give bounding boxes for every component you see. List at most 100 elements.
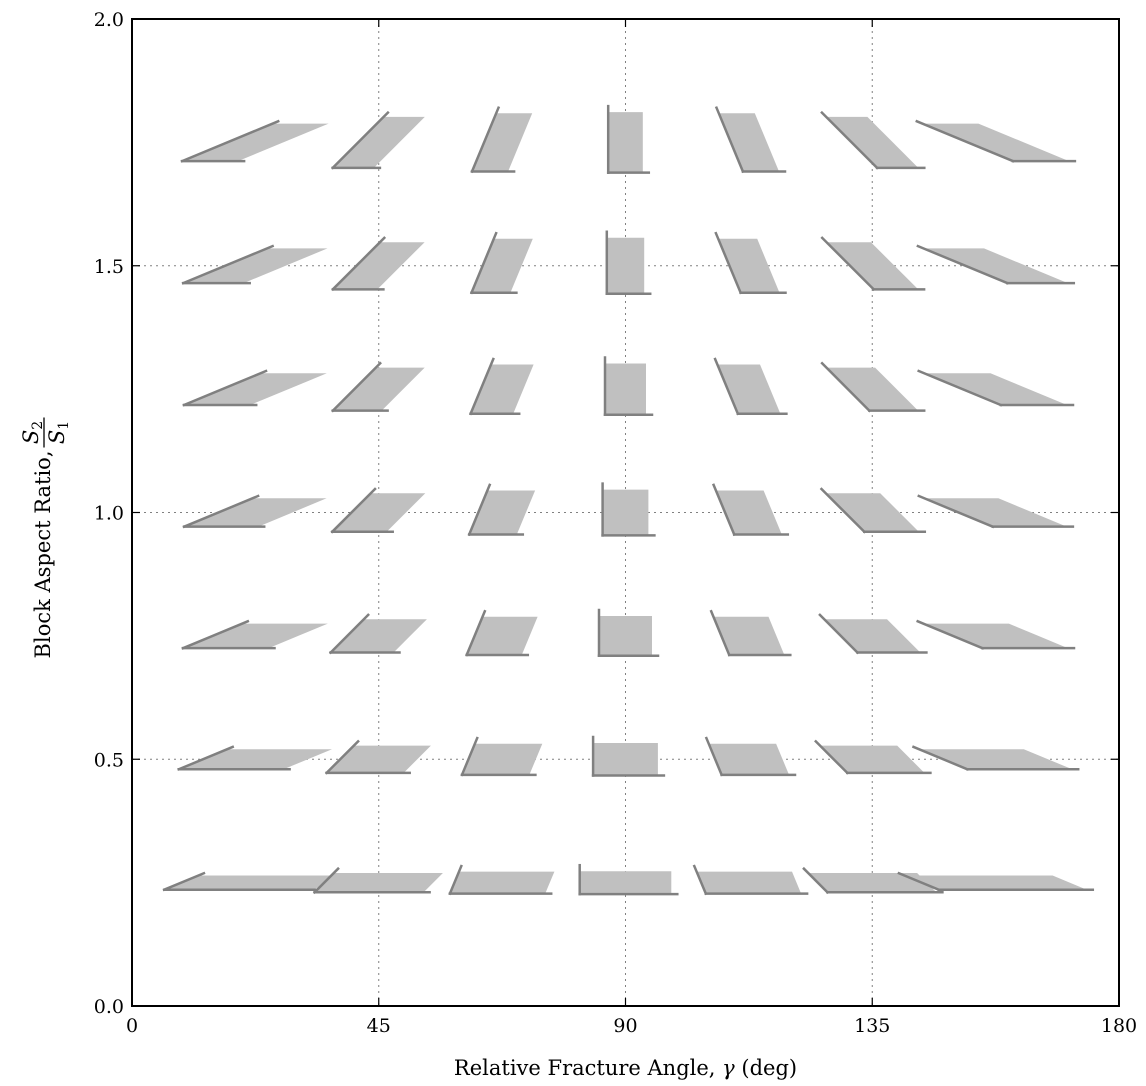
block-glyph xyxy=(328,613,427,655)
block-face xyxy=(826,367,919,411)
block-glyph xyxy=(814,739,932,775)
block-face xyxy=(924,498,1067,527)
block-side-edge xyxy=(713,357,740,416)
y-axis-label-text: Block Aspect Ratio, xyxy=(31,451,55,659)
y-axis-label-denominator: S1 xyxy=(45,421,72,444)
block-glyph xyxy=(460,736,543,777)
block-face xyxy=(820,745,925,773)
block-face xyxy=(593,743,658,776)
block-face xyxy=(602,489,649,536)
block-side-edge xyxy=(714,231,743,295)
block-side-edge xyxy=(177,745,235,771)
block-side-edge xyxy=(460,736,479,777)
block-glyph xyxy=(597,608,660,657)
block-glyph xyxy=(692,864,809,896)
block-face xyxy=(462,743,543,775)
block-face xyxy=(718,113,779,172)
block-glyph xyxy=(330,487,426,534)
block-side-edge xyxy=(468,357,495,416)
y-axis-label-numerator-symbol: S xyxy=(19,430,43,444)
block-side-edge xyxy=(820,361,872,413)
block-side-edge xyxy=(916,244,1009,285)
block-glyph xyxy=(818,613,928,655)
block-glyph xyxy=(162,871,347,892)
block-face xyxy=(183,248,328,284)
block-glyph xyxy=(469,231,533,295)
block-face xyxy=(164,875,347,890)
block-face xyxy=(314,873,443,893)
block-face xyxy=(606,237,645,294)
block-glyph xyxy=(467,483,536,537)
block-glyph xyxy=(713,357,788,416)
x-axis-label-unit: (deg) xyxy=(735,1056,797,1080)
block-side-edge xyxy=(331,236,387,292)
block-side-edge xyxy=(182,494,260,529)
y-axis-label: Block Aspect Ratio, S2 S1 xyxy=(19,417,72,659)
x-tick-label: 180 xyxy=(1101,1015,1137,1037)
block-side-edge xyxy=(181,244,275,285)
block-glyph xyxy=(470,106,533,174)
block-glyph xyxy=(714,106,787,174)
y-tick-label: 0.0 xyxy=(94,996,124,1018)
block-glyph xyxy=(177,745,332,771)
block-face xyxy=(608,112,643,173)
block-face xyxy=(326,745,431,773)
block-face xyxy=(718,238,780,293)
axis-ticks: 0 45 90 135 180 0.0 0.5 1.0 1.5 2.0 xyxy=(94,9,1137,1037)
block-side-edge xyxy=(802,866,830,895)
block-side-edge xyxy=(704,736,724,777)
block-face xyxy=(471,238,533,293)
block-face xyxy=(605,363,646,415)
block-glyph xyxy=(331,361,425,413)
block-glyph xyxy=(704,736,797,777)
block-glyph xyxy=(916,244,1076,285)
block-face xyxy=(923,248,1068,284)
x-tick-label: 135 xyxy=(854,1015,890,1037)
block-glyph xyxy=(312,866,443,895)
block-side-edge xyxy=(312,866,340,895)
block-face xyxy=(708,743,789,775)
block-glyph xyxy=(711,483,790,537)
y-tick-label: 0.5 xyxy=(94,749,124,771)
block-glyph xyxy=(714,231,787,295)
y-tick-label: 2.0 xyxy=(94,9,124,31)
block-glyph xyxy=(897,871,1095,892)
block-face xyxy=(472,113,533,172)
block-face xyxy=(713,616,785,655)
block-face xyxy=(184,498,327,527)
block-glyph xyxy=(331,236,425,292)
block-glyph xyxy=(180,119,329,163)
y-axis-label-numerator-subscript: 2 xyxy=(30,421,46,430)
block-face xyxy=(332,116,425,168)
block-face xyxy=(696,871,802,894)
block-side-edge xyxy=(692,864,708,896)
x-tick-label: 90 xyxy=(613,1015,637,1037)
block-side-edge xyxy=(819,487,867,534)
block-side-edge xyxy=(331,361,382,413)
block-glyph xyxy=(181,244,328,285)
block-face xyxy=(715,490,782,535)
block-face xyxy=(826,116,919,168)
block-side-edge xyxy=(911,745,970,771)
block-glyph xyxy=(605,230,652,296)
block-side-edge xyxy=(324,739,360,775)
block-side-edge xyxy=(330,110,390,170)
block-face xyxy=(332,242,425,290)
block-side-edge xyxy=(916,619,985,650)
block-side-edge xyxy=(818,613,860,655)
block-glyph xyxy=(603,356,654,416)
x-axis-label-text: Relative Fracture Angle, xyxy=(454,1056,722,1080)
block-glyph xyxy=(465,609,538,657)
block-side-edge xyxy=(330,487,377,534)
block-side-edge xyxy=(917,494,995,529)
block-face xyxy=(330,619,427,653)
block-face xyxy=(922,123,1069,162)
block-side-edge xyxy=(182,369,268,407)
block-side-edge xyxy=(814,739,850,775)
block-glyph xyxy=(181,619,328,650)
y-axis-label-denominator-symbol: S xyxy=(45,430,69,444)
x-tick-label: 0 xyxy=(126,1015,138,1037)
block-glyph xyxy=(802,866,944,895)
block-face xyxy=(904,875,1087,890)
block-face xyxy=(184,373,327,405)
